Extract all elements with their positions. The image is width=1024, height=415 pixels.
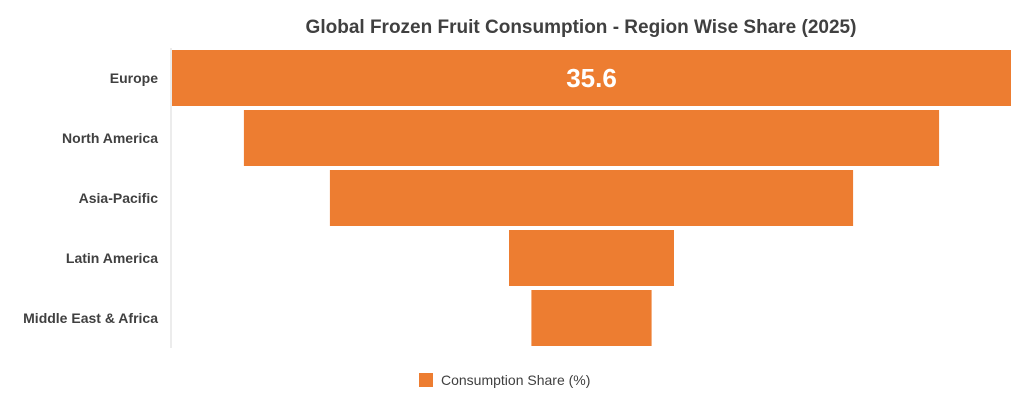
category-label: North America [62, 130, 158, 146]
funnel-bar-asia-pacific [329, 170, 854, 226]
data-label: 35.6 [566, 63, 617, 93]
funnel-bars [172, 50, 1011, 346]
data-labels: 35.6 [566, 63, 617, 93]
legend-swatch [419, 373, 433, 387]
legend-label: Consumption Share (%) [441, 372, 590, 388]
category-label: Europe [110, 70, 158, 86]
chart-title: Global Frozen Fruit Consumption - Region… [306, 17, 857, 38]
funnel-bar-middle-east-africa [531, 290, 652, 346]
funnel-bar-north-america [243, 110, 940, 166]
category-labels: Europe North America Asia-Pacific Latin Ame… [23, 70, 158, 326]
category-label: Asia-Pacific [79, 190, 159, 206]
legend: Consumption Share (%) [419, 372, 590, 388]
funnel-bar-latin-america [509, 230, 674, 286]
category-label: Latin America [66, 250, 158, 266]
funnel-bar-europe [172, 50, 1011, 106]
category-label: Middle East & Africa [23, 310, 158, 326]
